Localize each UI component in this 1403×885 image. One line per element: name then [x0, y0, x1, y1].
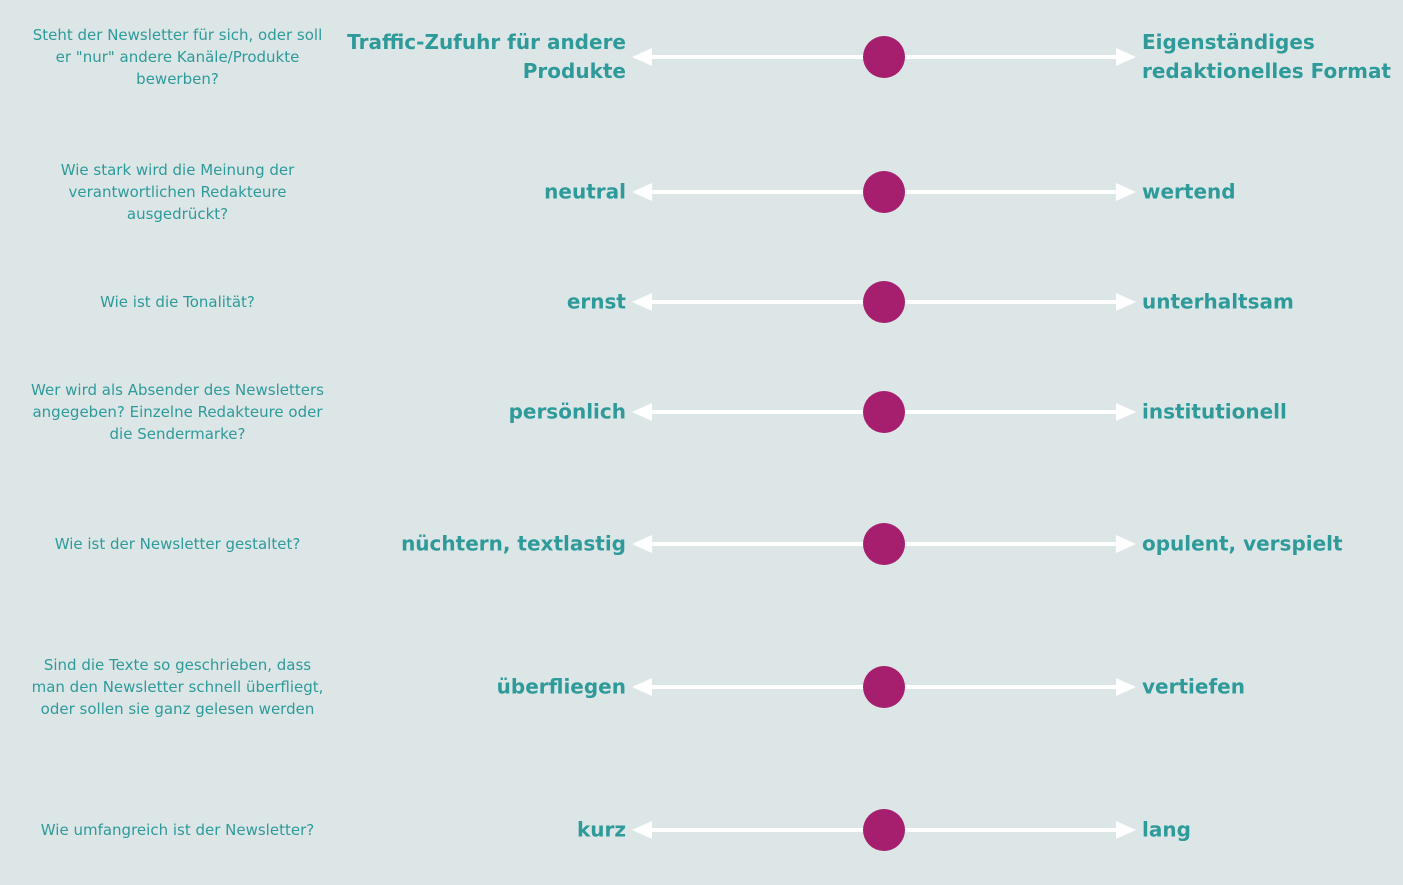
left-pole-label: kurz	[576, 817, 626, 842]
right-pole-label: institutionell	[1142, 399, 1287, 424]
arrow-head-left-icon	[632, 48, 652, 66]
scale-knob[interactable]	[863, 666, 905, 708]
question-text: Steht der Newsletter für sich, oder soll…	[32, 26, 323, 88]
arrow-head-left-icon	[632, 678, 652, 696]
left-pole-label: überfliegen	[496, 674, 626, 699]
right-pole-label: vertiefen	[1142, 674, 1245, 699]
question-text: Wie stark wird die Meinung der verantwor…	[60, 161, 295, 223]
right-pole-label: opulent, verspielt	[1142, 531, 1343, 556]
scale-knob[interactable]	[863, 391, 905, 433]
question-text: Sind die Texte so geschrieben, dass man …	[31, 656, 324, 718]
scale-slider[interactable]	[632, 36, 1136, 78]
arrow-head-left-icon	[632, 403, 652, 421]
arrow-head-right-icon	[1116, 293, 1136, 311]
right-pole-label: lang	[1142, 817, 1191, 842]
scale-slider[interactable]	[632, 171, 1136, 213]
arrow-head-left-icon	[632, 535, 652, 553]
arrow-head-left-icon	[632, 821, 652, 839]
scale-knob[interactable]	[863, 171, 905, 213]
scale-knob[interactable]	[863, 36, 905, 78]
arrow-head-right-icon	[1116, 821, 1136, 839]
scale-slider[interactable]	[632, 809, 1136, 851]
left-pole-label: nüchtern, textlastig	[401, 531, 626, 556]
left-pole-label: neutral	[544, 179, 626, 204]
left-pole-label: Traffic-Zufuhr für andere Produkte	[347, 30, 626, 83]
right-pole-label: unterhaltsam	[1142, 289, 1294, 314]
arrow-head-right-icon	[1116, 48, 1136, 66]
arrow-head-right-icon	[1116, 678, 1136, 696]
left-pole-label: persönlich	[508, 399, 626, 424]
right-pole-label: Eigenständiges redaktionelles Format	[1142, 30, 1391, 83]
scale-slider[interactable]	[632, 281, 1136, 323]
arrow-head-right-icon	[1116, 535, 1136, 553]
scale-knob[interactable]	[863, 523, 905, 565]
arrow-head-right-icon	[1116, 403, 1136, 421]
arrow-head-right-icon	[1116, 183, 1136, 201]
question-text: Wer wird als Absender des Newsletters an…	[31, 381, 324, 443]
arrow-head-left-icon	[632, 293, 652, 311]
right-pole-label: wertend	[1142, 179, 1236, 204]
scale-slider[interactable]	[632, 391, 1136, 433]
arrow-head-left-icon	[632, 183, 652, 201]
left-pole-label: ernst	[566, 289, 626, 314]
question-text: Wie ist die Tonalität?	[100, 293, 255, 311]
scale-knob[interactable]	[863, 281, 905, 323]
scale-slider[interactable]	[632, 666, 1136, 708]
question-text: Wie umfangreich ist der Newsletter?	[40, 821, 315, 839]
scale-slider[interactable]	[632, 523, 1136, 565]
question-text: Wie ist der Newsletter gestaltet?	[54, 535, 301, 553]
scale-knob[interactable]	[863, 809, 905, 851]
